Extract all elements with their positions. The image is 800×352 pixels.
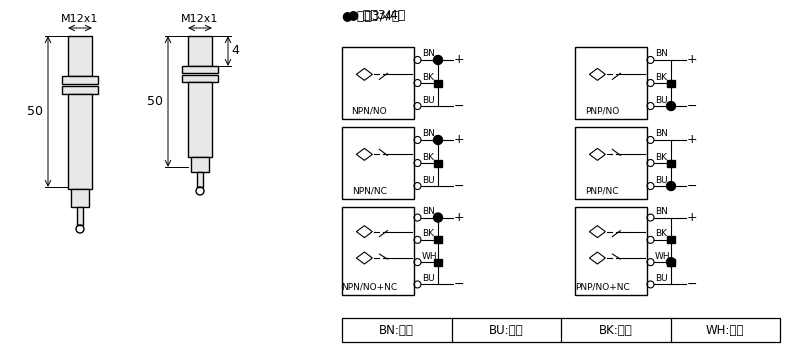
- Bar: [575, 127, 647, 199]
- Bar: [197, 172, 203, 187]
- Bar: [667, 80, 675, 87]
- Bar: [182, 66, 218, 73]
- Text: WH: WH: [655, 252, 670, 260]
- Text: PNP/NO+NC: PNP/NO+NC: [575, 282, 630, 291]
- Text: BN: BN: [655, 130, 668, 138]
- Bar: [77, 207, 83, 225]
- Text: NPN/NO+NC: NPN/NO+NC: [342, 282, 398, 291]
- Bar: [68, 36, 92, 76]
- Text: BK:黑色: BK:黑色: [599, 323, 633, 337]
- Text: NPN/NC: NPN/NC: [352, 186, 386, 195]
- Text: BN:棕色: BN:棕色: [379, 323, 414, 337]
- Text: BK: BK: [655, 73, 667, 82]
- Circle shape: [666, 258, 675, 267]
- Text: BU: BU: [655, 95, 668, 105]
- Text: 4: 4: [231, 44, 239, 57]
- Text: BN: BN: [655, 50, 668, 58]
- Text: BU: BU: [422, 274, 434, 283]
- Text: +: +: [454, 54, 465, 67]
- Text: BU: BU: [655, 176, 668, 184]
- Bar: [62, 76, 98, 84]
- Bar: [434, 159, 442, 166]
- Text: +: +: [687, 211, 698, 224]
- Bar: [434, 80, 442, 87]
- Bar: [667, 259, 675, 266]
- Bar: [667, 159, 675, 166]
- Text: +: +: [454, 211, 465, 224]
- Circle shape: [666, 182, 675, 190]
- Bar: [188, 82, 212, 157]
- Bar: [71, 189, 89, 207]
- Bar: [342, 207, 414, 295]
- Text: BN: BN: [422, 50, 435, 58]
- Text: BK: BK: [422, 152, 434, 162]
- Bar: [342, 127, 414, 199]
- Text: PNP/NO: PNP/NO: [586, 106, 619, 115]
- Text: −: −: [687, 100, 698, 113]
- Text: ● 直洵3/4线: ● 直洵3/4线: [348, 9, 406, 22]
- Text: BN: BN: [655, 207, 668, 216]
- Text: BU:兰色: BU:兰色: [489, 323, 523, 337]
- Bar: [434, 259, 442, 266]
- Text: WH: WH: [422, 252, 438, 260]
- Bar: [575, 47, 647, 119]
- Bar: [434, 236, 442, 243]
- Bar: [342, 318, 780, 342]
- Bar: [62, 86, 98, 94]
- Text: ● 直洵3/4线: ● 直洵3/4线: [342, 10, 399, 23]
- Text: 50: 50: [27, 105, 43, 118]
- Bar: [191, 157, 209, 172]
- Text: +: +: [687, 54, 698, 67]
- Circle shape: [434, 56, 442, 64]
- Text: +: +: [454, 133, 465, 146]
- Text: PNP/NC: PNP/NC: [586, 186, 619, 195]
- Text: M12x1: M12x1: [182, 14, 218, 24]
- Text: BU: BU: [422, 95, 434, 105]
- Text: −: −: [454, 100, 465, 113]
- Circle shape: [434, 213, 442, 222]
- Text: BK: BK: [655, 230, 667, 238]
- Text: BN: BN: [422, 207, 435, 216]
- Circle shape: [434, 136, 442, 144]
- Bar: [667, 236, 675, 243]
- Text: +: +: [687, 133, 698, 146]
- Text: BU: BU: [422, 176, 434, 184]
- Bar: [188, 36, 212, 66]
- Text: −: −: [687, 180, 698, 193]
- Bar: [342, 47, 414, 119]
- Text: BK: BK: [422, 73, 434, 82]
- Text: −: −: [454, 180, 465, 193]
- Text: BN: BN: [422, 130, 435, 138]
- Text: NPN/NO: NPN/NO: [351, 106, 387, 115]
- Text: WH:白色: WH:白色: [706, 323, 745, 337]
- Text: BU: BU: [655, 274, 668, 283]
- Text: −: −: [687, 278, 698, 291]
- Bar: [575, 207, 647, 295]
- Text: BK: BK: [655, 152, 667, 162]
- Circle shape: [666, 101, 675, 111]
- Text: BK: BK: [422, 230, 434, 238]
- Text: M12x1: M12x1: [62, 14, 98, 24]
- Bar: [182, 75, 218, 82]
- Text: 50: 50: [147, 95, 163, 108]
- Bar: [68, 94, 92, 189]
- Text: −: −: [454, 278, 465, 291]
